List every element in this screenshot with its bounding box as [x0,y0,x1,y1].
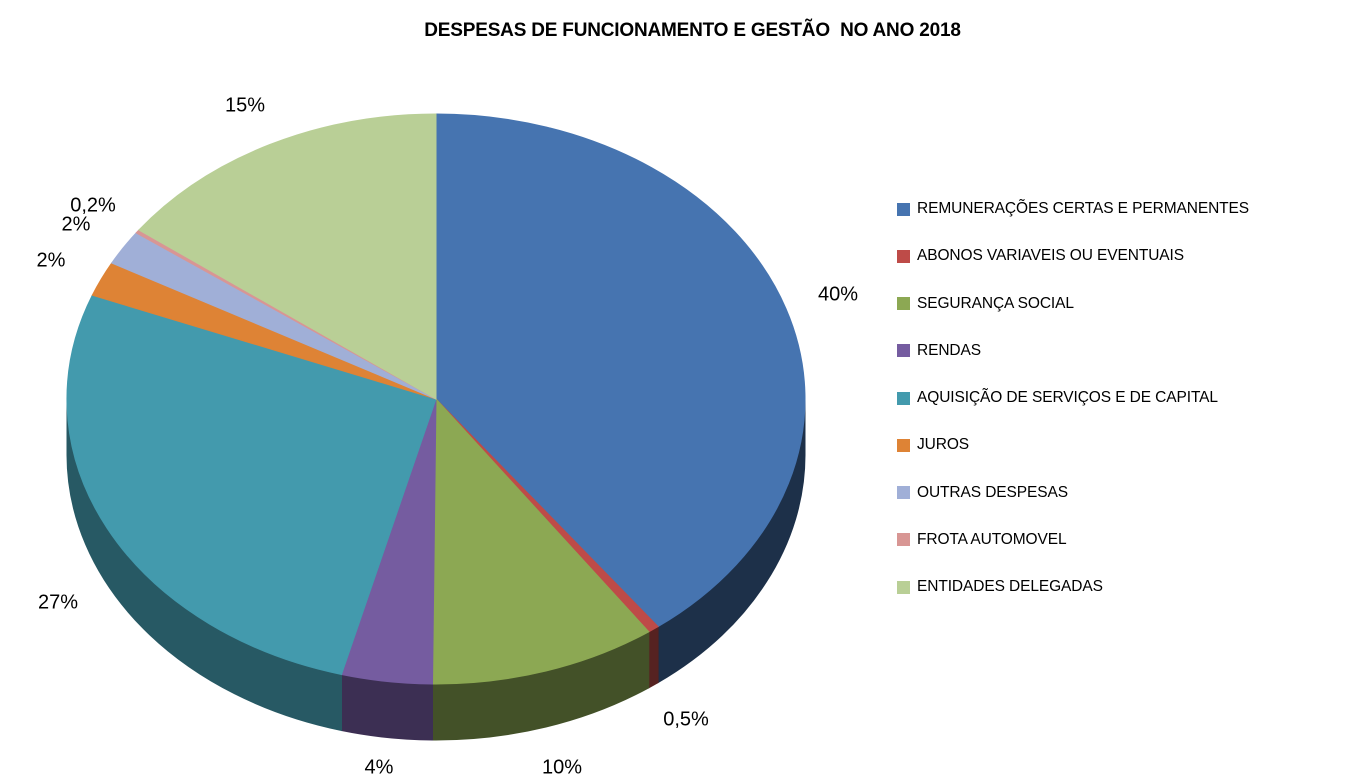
legend-item[interactable]: SEGURANÇA SOCIAL [897,294,1074,312]
legend-label: OUTRAS DESPESAS [917,483,1068,501]
legend-item[interactable]: FROTA AUTOMOVEL [897,530,1067,548]
legend-label: FROTA AUTOMOVEL [917,530,1067,548]
data-label: 4% [365,756,394,778]
data-label: 2% [37,249,66,271]
pie-slice[interactable] [435,113,806,628]
legend-label: AQUISIÇÃO DE SERVIÇOS E DE CAPITAL [917,389,1218,406]
pie-slice[interactable] [138,113,437,400]
legend-label: REMUNERAÇÕES CERTAS E PERMANENTES [917,200,1250,217]
legend-swatch [897,297,910,310]
legend-item[interactable]: JUROS [897,436,970,454]
legend-swatch [897,486,910,499]
pie-slice-side[interactable] [341,673,433,741]
legend-label: ENTIDADES DELEGADAS [917,578,1103,595]
pie-slice[interactable] [431,397,650,685]
legend-label: ABONOS VARIAVEIS OU EVENTUAIS [917,247,1184,265]
data-label: 0,2% [70,194,116,216]
legend-label: SEGURANÇA SOCIAL [917,294,1074,312]
legend-swatch [897,580,910,594]
pie-slice[interactable] [66,294,437,676]
legend-item[interactable]: REMUNERAÇÕES CERTAS E PERMANENTES [897,200,1250,217]
legend-swatch [897,249,910,263]
legend-item[interactable]: AQUISIÇÃO DE SERVIÇOS E DE CAPITAL [897,389,1218,406]
pie-slice-side[interactable] [648,625,659,689]
legend-swatch [897,438,910,452]
legend-item[interactable]: OUTRAS DESPESAS [897,483,1068,501]
legend-item[interactable]: ABONOS VARIAVEIS OU EVENTUAIS [897,247,1184,265]
legend-label: RENDAS [917,341,981,359]
legend-swatch [897,344,910,358]
legend-swatch [897,533,910,547]
legend-item[interactable]: RENDAS [897,341,981,359]
legend-label: JUROS [917,436,970,454]
legend-item[interactable]: ENTIDADES DELEGADAS [897,578,1103,595]
data-label: 2% [62,213,91,235]
legend-swatch [897,202,910,216]
data-label: 10% [542,756,582,778]
legend-swatch [897,391,910,405]
data-label: 27% [38,591,78,613]
legend: REMUNERAÇÕES CERTAS E PERMANENTES ABONOS … [897,0,1337,784]
data-label: 40% [818,283,858,305]
data-label: 15% [225,94,265,116]
data-label: 0,5% [663,708,709,730]
chart-title: DESPESAS DE FUNCIONAMENTO E GESTÃO NO AN… [424,20,961,41]
